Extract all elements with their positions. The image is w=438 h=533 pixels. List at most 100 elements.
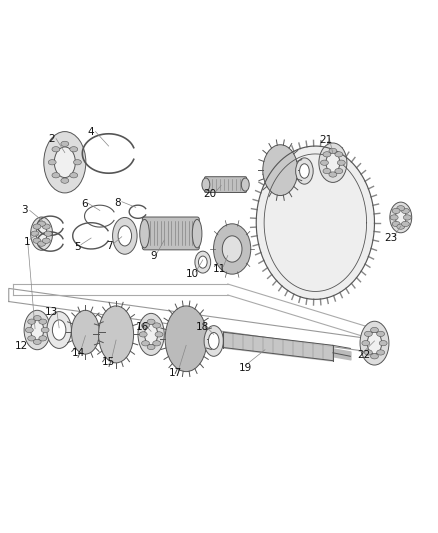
Text: 5: 5 bbox=[74, 242, 81, 252]
Ellipse shape bbox=[397, 206, 405, 211]
Ellipse shape bbox=[39, 336, 47, 341]
Ellipse shape bbox=[379, 341, 387, 346]
Ellipse shape bbox=[390, 202, 412, 233]
Ellipse shape bbox=[402, 221, 410, 227]
Ellipse shape bbox=[99, 306, 134, 363]
Ellipse shape bbox=[403, 215, 411, 220]
Ellipse shape bbox=[39, 319, 47, 324]
Ellipse shape bbox=[147, 319, 155, 325]
Ellipse shape bbox=[198, 256, 207, 268]
Ellipse shape bbox=[47, 312, 71, 349]
Text: 7: 7 bbox=[106, 241, 113, 251]
Ellipse shape bbox=[397, 224, 405, 229]
Text: 11: 11 bbox=[212, 264, 226, 273]
Ellipse shape bbox=[61, 141, 69, 147]
Ellipse shape bbox=[213, 224, 251, 274]
Ellipse shape bbox=[31, 231, 39, 236]
Ellipse shape bbox=[38, 241, 46, 246]
Text: 2: 2 bbox=[48, 134, 55, 144]
Ellipse shape bbox=[140, 220, 149, 248]
Ellipse shape bbox=[70, 147, 78, 152]
Ellipse shape bbox=[42, 238, 50, 244]
Ellipse shape bbox=[300, 164, 309, 178]
Ellipse shape bbox=[323, 152, 331, 157]
Ellipse shape bbox=[326, 153, 340, 173]
Ellipse shape bbox=[208, 333, 219, 350]
Ellipse shape bbox=[319, 143, 347, 182]
Ellipse shape bbox=[241, 178, 249, 191]
Ellipse shape bbox=[371, 327, 378, 333]
Ellipse shape bbox=[223, 236, 242, 262]
Ellipse shape bbox=[42, 224, 50, 229]
Ellipse shape bbox=[153, 323, 161, 328]
Ellipse shape bbox=[52, 147, 60, 152]
Ellipse shape bbox=[118, 225, 131, 246]
Ellipse shape bbox=[139, 332, 147, 337]
Ellipse shape bbox=[371, 354, 378, 359]
Text: 4: 4 bbox=[88, 127, 95, 136]
Text: 23: 23 bbox=[384, 233, 397, 243]
Text: 21: 21 bbox=[320, 135, 333, 146]
Ellipse shape bbox=[53, 320, 66, 340]
Ellipse shape bbox=[71, 310, 99, 354]
Ellipse shape bbox=[44, 132, 86, 193]
Text: 6: 6 bbox=[81, 199, 88, 209]
Ellipse shape bbox=[141, 323, 149, 328]
Text: 1: 1 bbox=[24, 237, 31, 247]
Text: 14: 14 bbox=[71, 348, 85, 358]
Ellipse shape bbox=[192, 220, 202, 248]
Ellipse shape bbox=[38, 221, 46, 227]
Ellipse shape bbox=[263, 145, 298, 196]
Ellipse shape bbox=[323, 168, 331, 174]
Ellipse shape bbox=[362, 341, 370, 346]
Ellipse shape bbox=[36, 225, 47, 242]
Ellipse shape bbox=[141, 341, 149, 346]
Ellipse shape bbox=[113, 217, 137, 254]
Ellipse shape bbox=[395, 210, 406, 225]
Ellipse shape bbox=[360, 321, 389, 365]
Ellipse shape bbox=[31, 320, 44, 340]
Ellipse shape bbox=[321, 160, 328, 165]
Ellipse shape bbox=[402, 208, 410, 214]
Polygon shape bbox=[256, 146, 374, 300]
Ellipse shape bbox=[28, 336, 35, 341]
Ellipse shape bbox=[364, 350, 372, 355]
Ellipse shape bbox=[25, 327, 33, 333]
Text: 3: 3 bbox=[21, 205, 28, 215]
FancyBboxPatch shape bbox=[142, 217, 199, 250]
Ellipse shape bbox=[329, 148, 337, 154]
Ellipse shape bbox=[364, 331, 372, 336]
Text: 15: 15 bbox=[102, 357, 115, 367]
Ellipse shape bbox=[31, 217, 53, 251]
Text: 12: 12 bbox=[15, 341, 28, 351]
Ellipse shape bbox=[335, 168, 343, 174]
Ellipse shape bbox=[61, 178, 69, 183]
Ellipse shape bbox=[28, 319, 35, 324]
Ellipse shape bbox=[377, 331, 385, 336]
Ellipse shape bbox=[24, 310, 50, 350]
Ellipse shape bbox=[165, 306, 207, 372]
Text: 9: 9 bbox=[150, 251, 157, 261]
Ellipse shape bbox=[204, 326, 223, 356]
Ellipse shape bbox=[138, 313, 164, 356]
Text: 8: 8 bbox=[114, 198, 121, 208]
Ellipse shape bbox=[392, 221, 400, 227]
Ellipse shape bbox=[44, 231, 52, 236]
Ellipse shape bbox=[195, 251, 211, 273]
Ellipse shape bbox=[377, 350, 385, 355]
Ellipse shape bbox=[48, 159, 56, 165]
Ellipse shape bbox=[33, 238, 41, 244]
Ellipse shape bbox=[390, 215, 398, 220]
Ellipse shape bbox=[33, 339, 41, 344]
Ellipse shape bbox=[153, 341, 161, 346]
Ellipse shape bbox=[33, 316, 41, 321]
Ellipse shape bbox=[41, 327, 49, 333]
Ellipse shape bbox=[33, 224, 41, 229]
Ellipse shape bbox=[54, 147, 75, 177]
Ellipse shape bbox=[335, 152, 343, 157]
Ellipse shape bbox=[52, 173, 60, 178]
Text: 18: 18 bbox=[196, 322, 209, 332]
Ellipse shape bbox=[367, 332, 381, 354]
Ellipse shape bbox=[155, 332, 163, 337]
Text: 20: 20 bbox=[204, 189, 217, 199]
